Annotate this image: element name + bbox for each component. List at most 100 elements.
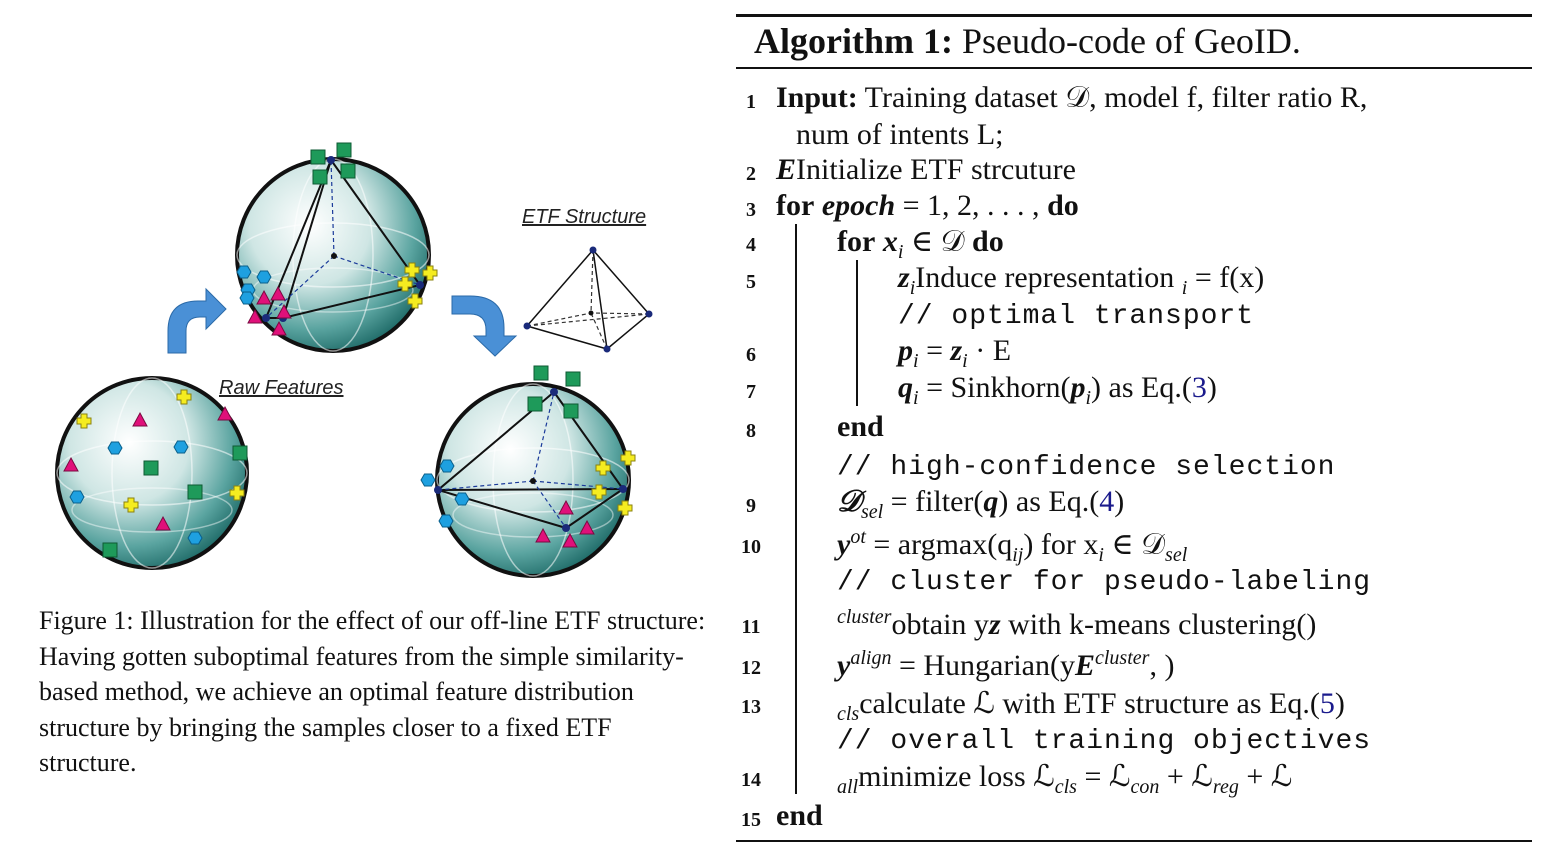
algorithm-line: qi = Sinkhorn(pi) as Eq.(3) (898, 371, 1217, 410)
token-text2: = f(x (1187, 261, 1255, 294)
token-text: ∈ 𝒟 (903, 225, 973, 258)
green-square-marker (565, 371, 581, 387)
token-text3: ) (1164, 649, 1175, 682)
green-square-marker (563, 403, 579, 419)
token-text: = Sinkhorn( (918, 371, 1071, 404)
blue-hexagon-marker (173, 440, 189, 454)
token-sub2: i (1085, 387, 1092, 409)
line-number: 11 (741, 616, 761, 638)
token-text3: ) (1334, 687, 1345, 720)
algorithm-line: Input: Training dataset 𝒟, model f, filt… (776, 81, 1367, 115)
line-number: 14 (741, 769, 761, 791)
green-square-marker (533, 365, 549, 381)
token-math: 𝒟 (837, 485, 861, 518)
token-text: calculate ℒ (859, 687, 995, 720)
token-kw2: do (1047, 189, 1079, 222)
token-text: Initialize ETF strcuture (796, 153, 1076, 186)
token-text: = filter( (883, 485, 984, 518)
token-kw: end (837, 410, 884, 443)
algorithm-line: pi = zi · E (898, 334, 1011, 373)
tetrahedron-icon (523, 246, 653, 353)
token-sub: i (909, 277, 916, 299)
line-number: 15 (741, 809, 761, 831)
token-math2: p (1070, 371, 1086, 404)
blue-hexagon-marker (69, 490, 85, 504)
token-text2: · E (967, 334, 1012, 367)
algorithm-line: for xi ∈ 𝒟 do (837, 224, 1004, 264)
token-text: Induce representation (915, 261, 1182, 294)
algorithm-line: EInitialize ETF strcuture (776, 153, 1076, 187)
algorithm-line: end (776, 799, 823, 833)
raw-features-sphere (55, 376, 249, 570)
algorithm-line: end (837, 410, 884, 444)
line-number: 7 (746, 381, 756, 403)
token-text3: ) (1306, 608, 1317, 641)
token-kw: end (776, 799, 823, 832)
etf-sphere-top (235, 142, 438, 353)
token-text3: ) (1206, 371, 1217, 404)
algorithm-line: ziInduce representation i = f(x) (898, 261, 1264, 300)
blue-hexagon-marker (420, 473, 436, 487)
etf-sphere-final (420, 365, 636, 578)
line-number: 6 (746, 344, 756, 366)
token-text2: ) as Eq.( (998, 485, 1100, 518)
token-kw: for (776, 189, 815, 222)
algorithm-line: for epoch = 1, 2, . . . , do (776, 189, 1079, 223)
green-square-marker (232, 445, 248, 461)
blue-hexagon-marker (438, 514, 454, 528)
line-number: 1 (746, 91, 756, 113)
token-text: minimize loss ℒ (858, 760, 1055, 793)
token-comment: // optimal transport (898, 301, 1255, 332)
line-number: 3 (746, 199, 756, 221)
line-number: 9 (746, 495, 756, 517)
top-rule (736, 14, 1532, 17)
token-text: num of intents L; (796, 118, 1004, 151)
token-sub: sel (860, 501, 884, 523)
green-square-marker (336, 142, 352, 158)
inner-loop-bar (856, 260, 858, 406)
blue-hexagon-marker (236, 265, 252, 279)
green-square-marker (102, 542, 118, 558)
token-comment: // overall training objectives (837, 726, 1372, 757)
token-sub: cls (837, 703, 860, 725)
token-text2: , (1149, 649, 1165, 682)
token-text: = 1, 2, . . . , (895, 189, 1048, 222)
token-text2: ) as Eq.( (1091, 371, 1192, 404)
line-number: 13 (741, 696, 761, 718)
token-math: y (837, 528, 851, 561)
blue-hexagon-marker (107, 441, 123, 455)
algorithm-title-bold: Algorithm 1: (754, 21, 953, 61)
figure-caption: Figure 1: Illustration for the effect of… (39, 606, 706, 777)
token-sup: align (850, 647, 892, 669)
token-math: q (898, 371, 913, 404)
figure-svg (55, 142, 653, 578)
bottom-rule (736, 840, 1532, 842)
token-sub2: i (962, 350, 968, 372)
line-number: 5 (746, 271, 756, 293)
token-sub4: sel (1165, 544, 1188, 566)
token-sub2: ij (1012, 544, 1024, 566)
token-text: Training dataset 𝒟, model f, filter rati… (857, 81, 1368, 114)
algorithm-title: Algorithm 1: Pseudo-code of GeoID. (754, 20, 1301, 62)
algorithm-line: num of intents L; (796, 118, 1003, 152)
token-text3: ) (1114, 485, 1125, 518)
line-number: 8 (746, 420, 756, 442)
algorithm-line: clusterobtain yz with k-means clustering… (837, 606, 1316, 642)
blue-hexagon-marker (439, 459, 455, 473)
token-math2: E (1074, 649, 1095, 682)
token-math: z (898, 261, 910, 294)
token-comment: // cluster for pseudo-labeling (837, 567, 1372, 598)
token-math: y (837, 649, 851, 682)
token-sub: all (837, 776, 859, 798)
token-text4: + ℒ (1238, 760, 1293, 793)
raw-features-label: Raw Features (219, 377, 344, 399)
for-loop-bar (795, 224, 797, 794)
token-ref: 5 (1319, 687, 1335, 720)
algorithm-box: Algorithm 1: Pseudo-code of GeoID. 1 Inpu… (736, 14, 1532, 844)
algorithm-line: yot = argmax(qij) for xi ∈ 𝒟sel (837, 526, 1187, 567)
token-math2: z (950, 334, 963, 367)
token-sub2: cls (1054, 776, 1077, 798)
token-sub2: i (1181, 277, 1188, 299)
token-text: = Hungarian(y (891, 649, 1075, 682)
token-math: E (776, 153, 797, 186)
